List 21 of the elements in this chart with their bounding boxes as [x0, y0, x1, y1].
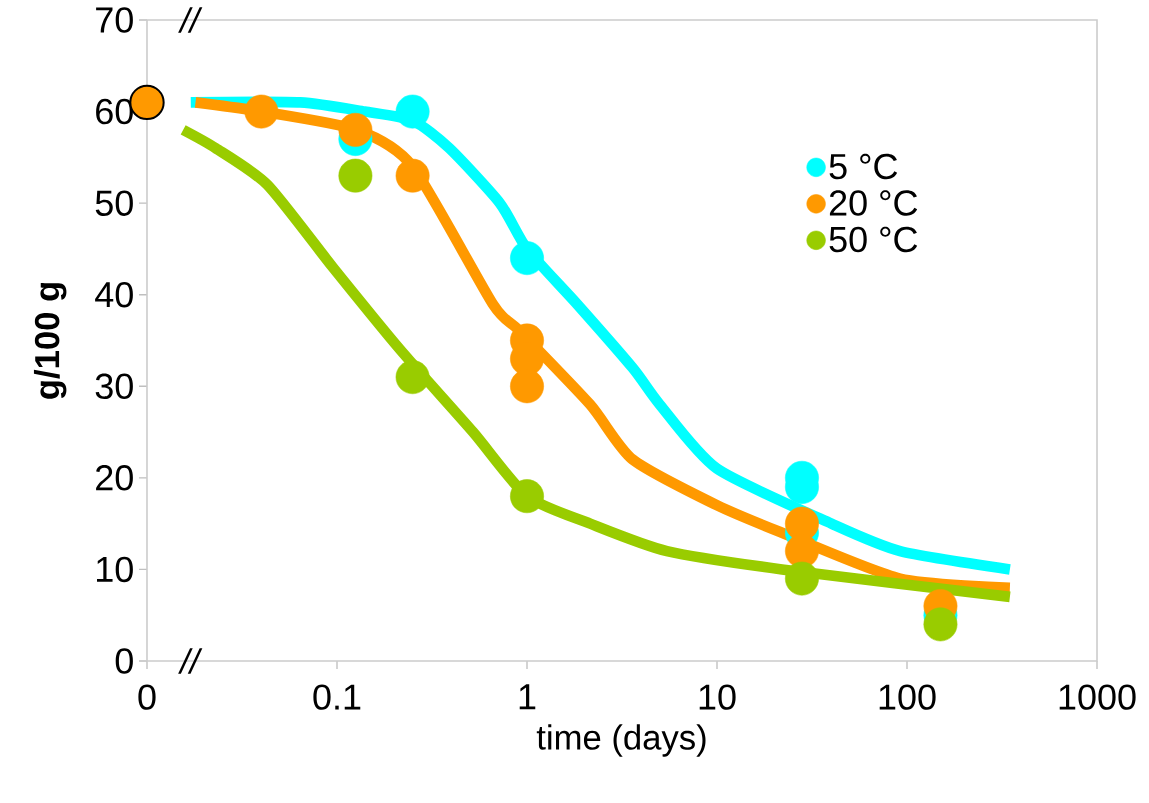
- x-tick-label: 100: [879, 684, 936, 710]
- x-tick-label: 1000: [1059, 684, 1136, 710]
- x-tick-label: 1: [519, 684, 536, 710]
- annotation: //: [178, 7, 203, 33]
- y-tick-label: 0: [115, 648, 133, 674]
- y-tick-label: 60: [96, 98, 133, 125]
- legend-label: 20 °C: [829, 190, 918, 216]
- x-tick-label: 0.1: [313, 684, 361, 710]
- legend-label: 5 °C: [829, 153, 898, 180]
- y-tick-label: 10: [97, 556, 133, 583]
- y-tick-label: 50: [95, 190, 133, 216]
- legend-label: 50 °C: [829, 226, 918, 253]
- y-tick-label: 20: [96, 465, 133, 491]
- annotation: //: [178, 648, 203, 674]
- y-tick-label: 30: [95, 373, 133, 400]
- y-tick-label: 40: [95, 281, 133, 308]
- y-axis-title: g/100 g: [33, 283, 67, 399]
- x-tick-label: 10: [699, 684, 736, 710]
- x-tick-label: 0: [138, 684, 156, 710]
- x-axis-title: time (days): [536, 724, 706, 757]
- y-tick-label: 70: [96, 7, 133, 33]
